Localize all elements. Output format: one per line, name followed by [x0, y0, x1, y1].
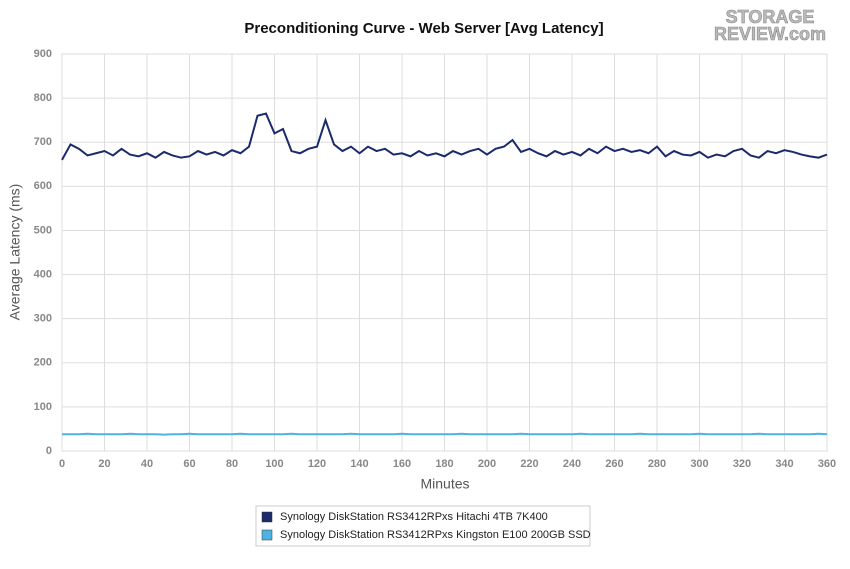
- x-tick-label: 40: [141, 458, 153, 470]
- y-tick-label: 700: [34, 136, 52, 148]
- x-tick-label: 140: [350, 458, 368, 470]
- x-tick-label: 340: [775, 458, 793, 470]
- y-tick-label: 500: [34, 224, 52, 236]
- legend-swatch: [261, 511, 273, 523]
- legend-label: Synology DiskStation RS3412RPxs Kingston…: [280, 529, 591, 541]
- x-tick-label: 320: [733, 458, 751, 470]
- series-line: [61, 112, 828, 161]
- x-tick-label: 200: [478, 458, 496, 470]
- x-tick-label: 280: [648, 458, 666, 470]
- x-tick-label: 240: [563, 458, 581, 470]
- y-tick-label: 200: [34, 357, 52, 369]
- x-tick-label: 220: [520, 458, 538, 470]
- watermark: REVIEW.com: [714, 24, 826, 44]
- x-tick-label: 300: [690, 458, 708, 470]
- y-tick-label: 800: [34, 92, 52, 104]
- y-axis-label: Average Latency (ms): [7, 184, 23, 321]
- x-tick-label: 80: [226, 458, 238, 470]
- x-tick-label: 260: [605, 458, 623, 470]
- chart-title: Preconditioning Curve - Web Server [Avg …: [244, 20, 603, 37]
- x-tick-label: 360: [818, 458, 836, 470]
- legend: [255, 505, 591, 547]
- y-tick-label: 300: [34, 313, 52, 325]
- x-tick-label: 120: [308, 458, 326, 470]
- series-line: [62, 432, 828, 436]
- x-tick-label: 160: [393, 458, 411, 470]
- y-tick-label: 0: [46, 445, 52, 457]
- x-tick-label: 60: [183, 458, 195, 470]
- y-tick-label: 900: [34, 48, 52, 60]
- legend-label: Synology DiskStation RS3412RPxs Hitachi …: [280, 511, 548, 523]
- x-tick-label: 0: [59, 458, 65, 470]
- x-tick-label: 20: [98, 458, 110, 470]
- y-tick-label: 600: [34, 180, 52, 192]
- y-tick-label: 400: [34, 268, 52, 280]
- x-axis-label: Minutes: [420, 476, 469, 492]
- watermark: STORAGE: [726, 7, 815, 27]
- x-tick-label: 100: [265, 458, 283, 470]
- y-tick-label: 100: [34, 401, 52, 413]
- x-tick-label: 180: [435, 458, 453, 470]
- legend-swatch: [261, 529, 273, 541]
